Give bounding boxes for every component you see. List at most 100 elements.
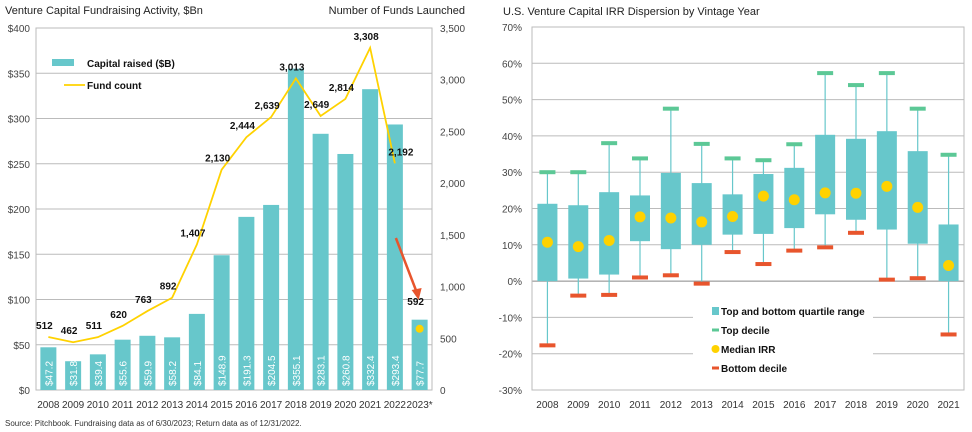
x-tick-label: 2013 xyxy=(691,400,714,411)
top-decile-mark xyxy=(570,170,587,175)
bar-label: $59.9 xyxy=(143,361,154,386)
bar-label: $293.4 xyxy=(391,355,402,386)
x-tick-label: 2023* xyxy=(407,400,433,411)
bar-label: $260.8 xyxy=(341,355,352,386)
y-tick-label: 50% xyxy=(502,96,522,107)
y-tick-label: 0% xyxy=(508,277,523,288)
quartile-box xyxy=(876,131,897,230)
bar xyxy=(65,361,82,390)
fund-count-label: 3,308 xyxy=(354,32,379,43)
median-marker xyxy=(757,190,769,202)
top-decile-mark xyxy=(940,152,957,157)
fund-count-label: 1,407 xyxy=(180,228,205,239)
bar xyxy=(287,68,304,391)
y-tick-label: $50 xyxy=(13,341,30,352)
top-decile-mark xyxy=(817,71,834,76)
fund-count-label: 2,192 xyxy=(388,147,413,158)
fund-count-label: 511 xyxy=(86,321,103,332)
bar xyxy=(411,319,428,390)
bar-label: $58.2 xyxy=(168,361,179,386)
bottom-decile-mark xyxy=(539,343,556,348)
bar-label: $204.5 xyxy=(267,355,278,386)
legend-swatch xyxy=(712,328,719,332)
plot-frame xyxy=(35,27,433,391)
fund-count-label: 2,130 xyxy=(205,154,230,165)
legend-swatch xyxy=(711,345,720,353)
median-marker xyxy=(943,259,955,271)
x-tick-label: 2010 xyxy=(87,400,110,411)
legend-swatch xyxy=(712,307,719,315)
fund-count-label: 2,649 xyxy=(304,100,329,111)
bar-label: $332.4 xyxy=(366,355,377,386)
y2-tick-label: 2,500 xyxy=(440,127,465,138)
bottom-decile-mark xyxy=(755,262,772,267)
source-note: Source: Pitchbook. Fundraising data as o… xyxy=(5,419,302,428)
fund-count-line xyxy=(48,45,396,344)
fund-count-label: 2,444 xyxy=(230,121,255,132)
x-tick-label: 2011 xyxy=(112,400,134,411)
fund-count-label: 462 xyxy=(61,326,78,337)
bar-label: $55.6 xyxy=(119,361,130,386)
y-tick-label: $0 xyxy=(19,386,31,397)
bar-label: $84.1 xyxy=(193,361,204,386)
quartile-box xyxy=(846,138,866,220)
bar xyxy=(164,337,181,390)
bottom-decile-mark xyxy=(601,292,618,297)
y-tick-label: 10% xyxy=(502,241,522,252)
x-tick-label: 2019 xyxy=(310,400,333,411)
x-tick-label: 2016 xyxy=(235,400,258,411)
y-tick-label: $400 xyxy=(8,24,31,35)
legend-label: Top decile xyxy=(721,326,770,337)
fund-count-label: 763 xyxy=(135,295,152,306)
top-decile-mark xyxy=(693,141,710,146)
y-tick-label: $300 xyxy=(8,115,31,126)
bar-label: $47.2 xyxy=(44,361,55,386)
y-tick-label: $100 xyxy=(8,296,31,307)
x-tick-label: 2021 xyxy=(937,400,960,411)
y-tick-label: 20% xyxy=(502,205,522,216)
quartile-box xyxy=(815,134,836,215)
quartile-box xyxy=(660,172,681,250)
bar xyxy=(114,339,131,390)
quartile-box xyxy=(691,183,712,245)
median-marker xyxy=(881,180,893,192)
median-marker xyxy=(912,201,924,213)
quartile-box xyxy=(599,192,620,275)
x-tick-label: 2022 xyxy=(384,400,407,411)
left-chart-title: Venture Capital Fundraising Activity, $B… xyxy=(5,5,203,17)
median-marker xyxy=(788,194,800,206)
y-tick-label: 60% xyxy=(502,59,522,70)
fund-count-label: 2,639 xyxy=(255,101,280,112)
x-tick-label: 2015 xyxy=(752,400,775,411)
y2-tick-label: 3,000 xyxy=(440,76,465,87)
x-tick-label: 2020 xyxy=(907,400,930,411)
top-decile-mark xyxy=(539,170,556,175)
x-tick-label: 2015 xyxy=(211,400,234,411)
bottom-decile-mark xyxy=(817,245,834,250)
decline-arrow xyxy=(394,237,418,293)
top-decile-mark xyxy=(601,141,618,146)
bottom-decile-mark xyxy=(909,276,926,281)
x-tick-label: 2020 xyxy=(334,400,357,411)
right-axis-title: Number of Funds Launched xyxy=(329,5,465,17)
bar xyxy=(89,354,106,390)
right-chart-title: U.S. Venture Capital IRR Dispersion by V… xyxy=(503,6,760,18)
x-tick-label: 2019 xyxy=(876,400,899,411)
median-marker xyxy=(696,216,708,228)
x-tick-label: 2017 xyxy=(260,400,283,411)
bar xyxy=(139,335,156,390)
legend-swatch-capital xyxy=(52,59,74,66)
top-decile-mark xyxy=(632,156,648,161)
bar xyxy=(362,89,379,390)
legend-label: Top and bottom quartile range xyxy=(721,307,865,318)
x-tick-label: 2012 xyxy=(136,400,159,411)
top-decile-mark xyxy=(755,158,772,163)
fund-count-label: 2,814 xyxy=(329,83,354,94)
y2-tick-label: 3,500 xyxy=(440,24,465,35)
legend-background xyxy=(693,303,873,381)
y-tick-label: -20% xyxy=(499,350,522,361)
x-tick-label: 2008 xyxy=(536,400,559,411)
x-tick-label: 2018 xyxy=(285,400,308,411)
bottom-decile-mark xyxy=(940,332,957,337)
